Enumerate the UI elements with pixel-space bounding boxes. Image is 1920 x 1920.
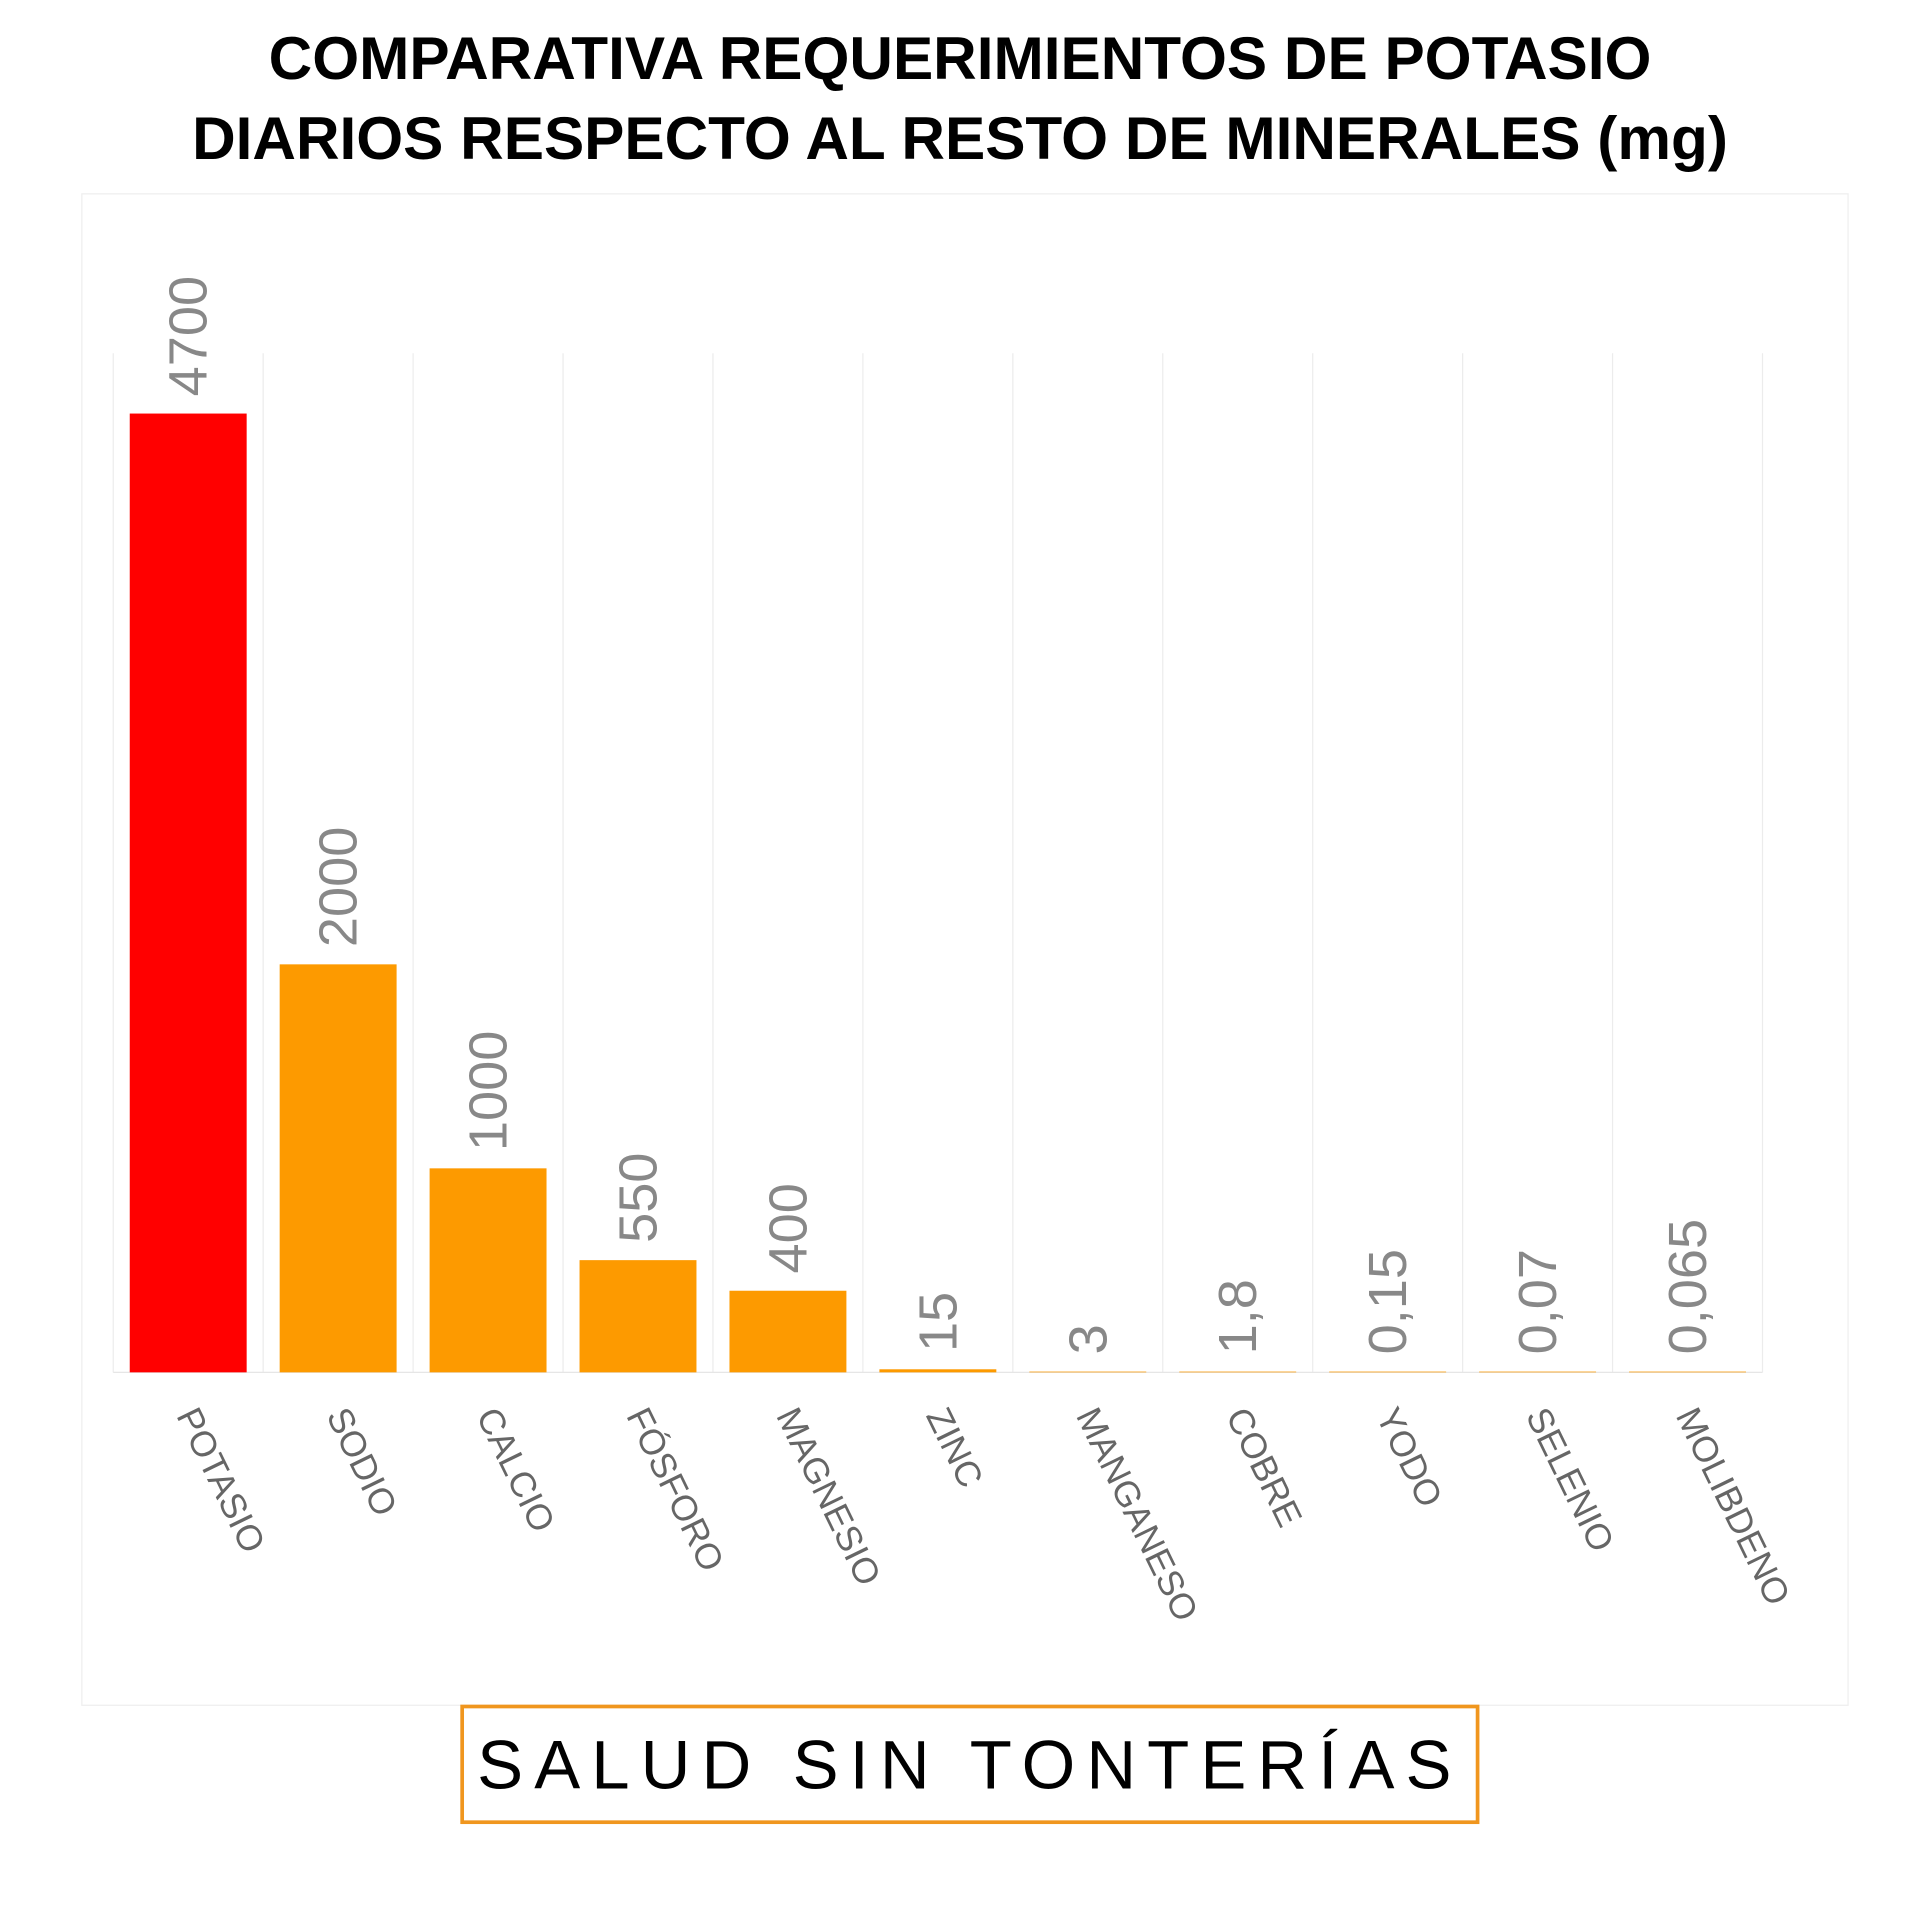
bar-molibdeno [1629,1371,1747,1373]
x-tick-label: SELENIO [1518,1401,1622,1558]
data-label: 0,07 [1508,1249,1568,1354]
x-tick-label: FÓSFORO [619,1401,732,1577]
data-label: 4700 [159,276,219,396]
bar-fósforo [579,1260,697,1373]
x-tick-label: COBRE [1218,1401,1310,1533]
data-label: 15 [908,1292,968,1352]
x-tick-label: MOLIBDENO [1668,1401,1798,1611]
x-tick-label: MANGANESO [1068,1401,1206,1627]
x-tick-label: MAGNESIO [768,1401,888,1591]
x-tick-label: SODIO [319,1401,405,1522]
bar-yodo [1329,1371,1447,1373]
chart-title-line-2: DIARIOS RESPECTO AL RESTO DE MINERALES (… [192,105,1728,173]
bar-manganeso [1029,1371,1147,1373]
chart-title-line-1: COMPARATIVA REQUERIMIENTOS DE POTASIO [268,25,1652,93]
x-tick-label: ZINC [918,1401,990,1493]
brand-text: SALUD SIN TONTERÍAS [477,1725,1463,1804]
bar-potasio [129,413,247,1373]
bar-cobre [1179,1371,1297,1373]
brand-footer: SALUD SIN TONTERÍAS [460,1704,1480,1825]
x-tick-label: YODO [1368,1401,1450,1513]
data-label: 3 [1058,1324,1118,1354]
bar-sodio [279,964,397,1373]
x-tick-label: POTASIO [169,1401,273,1559]
x-tick-label: CALCIO [469,1401,563,1538]
data-label: 2000 [309,827,369,947]
data-label: 0,15 [1358,1249,1418,1354]
data-label: 550 [608,1153,668,1243]
bar-selenio [1479,1371,1597,1373]
bar-zinc [879,1369,997,1373]
bar-calcio [429,1168,547,1373]
data-label: 0,065 [1658,1219,1718,1354]
data-label: 1,8 [1208,1279,1268,1354]
bar-magnesio [729,1290,847,1373]
data-label: 1000 [459,1031,519,1151]
data-label: 400 [758,1183,818,1273]
